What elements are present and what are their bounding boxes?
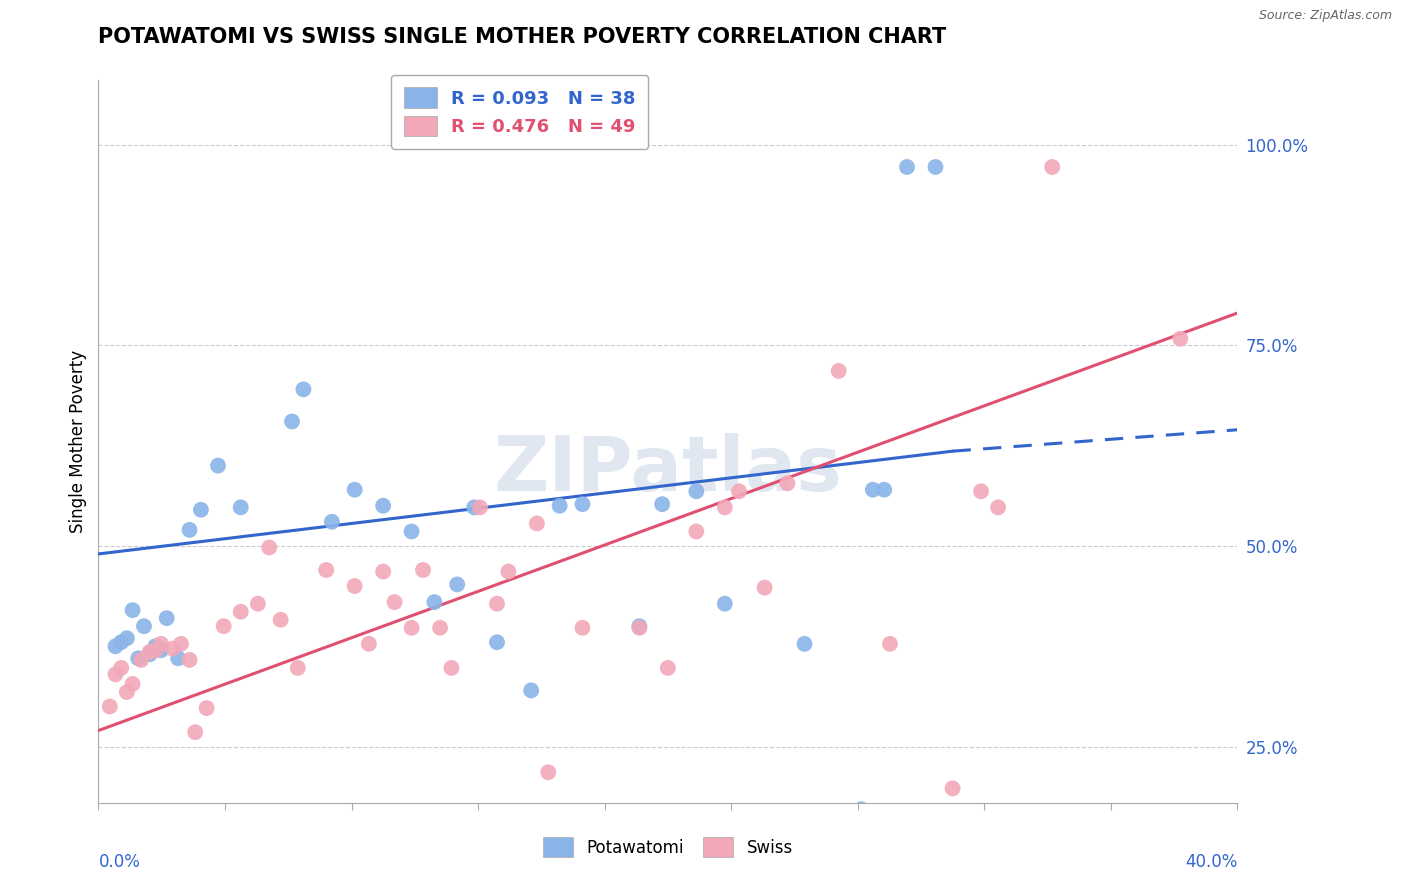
Text: POTAWATOMI VS SWISS SINGLE MOTHER POVERTY CORRELATION CHART: POTAWATOMI VS SWISS SINGLE MOTHER POVERT… [98, 27, 946, 46]
Point [259, 541, 281, 555]
Point [486, 635, 509, 649]
Point [754, 581, 776, 595]
Point [685, 484, 707, 499]
Point [373, 565, 395, 579]
Point [207, 458, 229, 473]
Point [115, 685, 138, 699]
Point [526, 516, 548, 531]
Point [167, 651, 190, 665]
Text: 40.0%: 40.0% [1185, 854, 1237, 871]
Point [651, 497, 673, 511]
Point [145, 643, 167, 657]
Point [714, 500, 737, 515]
Point [373, 499, 395, 513]
Point [776, 476, 799, 491]
Text: 0.0%: 0.0% [98, 854, 141, 871]
Point [138, 648, 160, 662]
Point [1040, 160, 1063, 174]
Point [343, 483, 366, 497]
Point [179, 523, 201, 537]
Point [121, 603, 143, 617]
Point [429, 621, 451, 635]
Point [463, 500, 485, 515]
Point [292, 383, 315, 397]
Y-axis label: Single Mother Poverty: Single Mother Poverty [69, 350, 87, 533]
Point [571, 497, 593, 511]
Point [873, 483, 896, 497]
Point [179, 653, 201, 667]
Point [110, 661, 132, 675]
Point [145, 640, 167, 654]
Point [132, 619, 155, 633]
Point [281, 415, 304, 429]
Point [401, 524, 423, 539]
Point [401, 621, 423, 635]
Point [162, 641, 184, 656]
Point [412, 563, 434, 577]
Point [270, 613, 292, 627]
Point [628, 621, 651, 635]
Point [229, 605, 252, 619]
Point [115, 632, 138, 646]
Point [357, 637, 380, 651]
Point [195, 701, 218, 715]
Point [343, 579, 366, 593]
Point [486, 597, 509, 611]
Point [714, 597, 737, 611]
Point [468, 500, 491, 515]
Point [184, 725, 207, 739]
Point [127, 651, 149, 665]
Point [896, 160, 918, 174]
Point [440, 661, 463, 675]
Point [942, 781, 965, 796]
Point [537, 765, 560, 780]
Point [828, 364, 851, 378]
Text: ZIPatlas: ZIPatlas [494, 434, 842, 508]
Text: Source: ZipAtlas.com: Source: ZipAtlas.com [1258, 9, 1392, 22]
Point [924, 160, 946, 174]
Point [987, 500, 1010, 515]
Point [520, 683, 543, 698]
Point [150, 643, 173, 657]
Point [190, 503, 212, 517]
Point [571, 621, 593, 635]
Point [150, 637, 173, 651]
Point [315, 563, 337, 577]
Point [548, 499, 571, 513]
Point [384, 595, 406, 609]
Point [970, 484, 993, 499]
Point [121, 677, 143, 691]
Point [129, 653, 152, 667]
Point [657, 661, 679, 675]
Point [246, 597, 269, 611]
Point [98, 699, 121, 714]
Point [156, 611, 179, 625]
Point [212, 619, 235, 633]
Point [862, 483, 884, 497]
Point [423, 595, 446, 609]
Point [793, 637, 815, 651]
Point [851, 802, 873, 816]
Point [170, 637, 193, 651]
Point [138, 645, 160, 659]
Point [628, 619, 651, 633]
Point [1170, 332, 1192, 346]
Point [104, 667, 127, 681]
Point [287, 661, 309, 675]
Point [498, 565, 520, 579]
Legend: Potawatomi, Swiss: Potawatomi, Swiss [533, 828, 803, 867]
Point [446, 577, 468, 591]
Point [879, 637, 901, 651]
Point [321, 515, 343, 529]
Point [110, 635, 132, 649]
Point [685, 524, 707, 539]
Point [104, 640, 127, 654]
Point [728, 484, 751, 499]
Point [229, 500, 252, 515]
